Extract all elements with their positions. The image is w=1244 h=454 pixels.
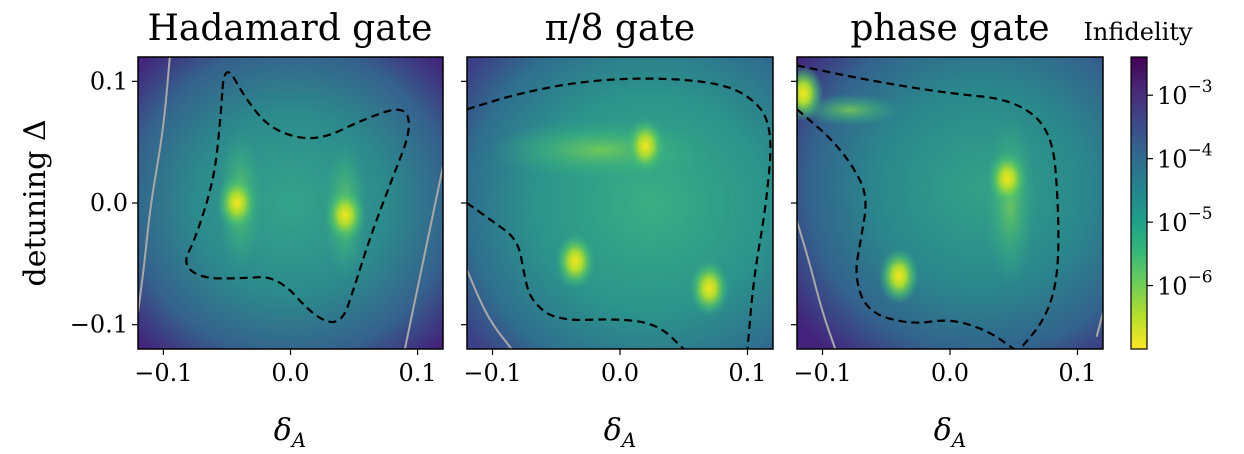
x-tick-label: 0.1 xyxy=(398,359,436,387)
x-axis-label: δA xyxy=(934,413,967,452)
dashed-contour-line xyxy=(797,108,1015,349)
colorbar-label: Infidelity xyxy=(1083,18,1193,46)
infidelity-minimum xyxy=(689,260,730,317)
panel-title: Hadamard gate xyxy=(148,8,433,49)
solid-contour-line xyxy=(403,166,443,349)
x-tick-label: 0.0 xyxy=(271,359,309,387)
y-axis-label: detuning Δ xyxy=(18,120,53,287)
panel-phase: phase gate −0.1 0.0 0.1 δA xyxy=(791,8,1104,452)
colorbar: Infidelity 10−3 10−4 10−5 10−6 xyxy=(1083,18,1213,350)
infidelity-minimum xyxy=(987,150,1028,207)
solid-contour-line xyxy=(138,57,171,313)
y-tick-label: 0.1 xyxy=(90,67,128,95)
x-tick-label: 0.0 xyxy=(601,359,639,387)
panel-pi-over-8: π/8 gate −0.1 0.0 0.1 δA xyxy=(461,8,774,452)
colorbar-tick-label: 10−4 xyxy=(1157,141,1213,174)
x-tick-label: 0.1 xyxy=(1058,359,1096,387)
y-tick-label: −0.1 xyxy=(70,311,128,339)
dashed-contour-line xyxy=(797,64,1060,349)
colorbar-tick-label: 10−3 xyxy=(1157,77,1213,110)
colorbar-tick-label: 10−5 xyxy=(1157,204,1213,237)
heatmap-field xyxy=(138,57,443,349)
x-tick-label: −0.1 xyxy=(793,359,851,387)
dashed-contour-line xyxy=(467,202,685,349)
x-tick-label: 0.1 xyxy=(728,359,766,387)
infidelity-minimum xyxy=(797,65,824,122)
heatmap-field xyxy=(467,57,773,349)
infidelity-minimum xyxy=(625,117,666,174)
colorbar-tick-label: 10−6 xyxy=(1157,268,1213,301)
heatmap-field xyxy=(797,57,1103,349)
infidelity-minimum xyxy=(325,187,366,244)
infidelity-minimum xyxy=(879,248,919,304)
x-tick-label: −0.1 xyxy=(463,359,521,387)
panel-title: phase gate xyxy=(850,8,1049,49)
solid-contour-line xyxy=(797,221,837,349)
x-tick-label: −0.1 xyxy=(134,359,192,387)
solid-contour-line xyxy=(467,269,513,349)
y-tick-label: 0.0 xyxy=(90,189,128,217)
infidelity-minimum xyxy=(555,233,596,290)
dashed-contour-line xyxy=(185,71,410,324)
dashed-contour-line xyxy=(467,77,772,349)
colorbar-gradient xyxy=(1130,56,1148,350)
x-axis-label: δA xyxy=(274,413,307,452)
infidelity-minimum xyxy=(217,175,258,231)
x-tick-label: 0.0 xyxy=(931,359,969,387)
panel-title: π/8 gate xyxy=(545,8,695,49)
x-axis-label: δA xyxy=(604,413,637,452)
panel-hadamard: Hadamard gate −0.1 0.0 0.1 0.1 0.0 −0.1 δA d… xyxy=(18,8,444,452)
